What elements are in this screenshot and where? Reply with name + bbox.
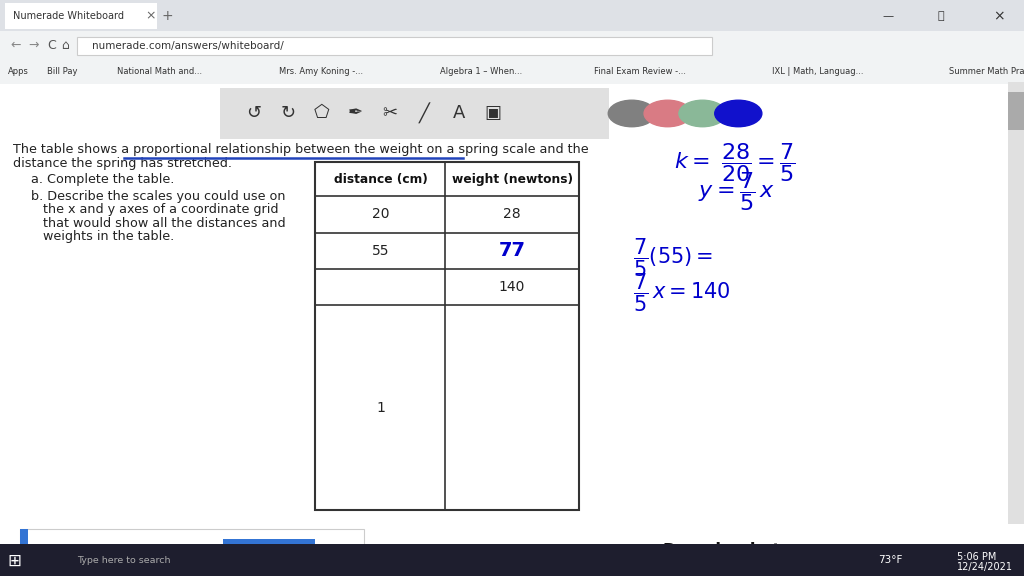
Text: ×: × <box>145 10 156 22</box>
Text: 55: 55 <box>372 244 389 258</box>
Bar <box>220 88 609 139</box>
Text: 140: 140 <box>499 280 525 294</box>
Text: National Math and...: National Math and... <box>117 67 202 76</box>
Text: $y=\dfrac{7}{5}\,x$: $y=\dfrac{7}{5}\,x$ <box>698 170 775 213</box>
Text: IXL | Math, Languag...: IXL | Math, Languag... <box>772 67 863 76</box>
Text: ×: × <box>993 9 1005 23</box>
Text: distance the spring has stretched.: distance the spring has stretched. <box>13 157 232 170</box>
Text: —: — <box>883 11 894 21</box>
Text: ⬠: ⬠ <box>313 104 330 123</box>
Text: weight (newtons): weight (newtons) <box>452 173 572 185</box>
Text: 5:06 PM: 5:06 PM <box>957 552 996 562</box>
Text: Apps: Apps <box>8 67 29 76</box>
Text: ╱: ╱ <box>419 103 429 124</box>
Text: Numerade Whiteboard: Numerade Whiteboard <box>13 11 124 21</box>
Text: 12/24/2021: 12/24/2021 <box>957 562 1014 573</box>
Text: distance (cm): distance (cm) <box>334 173 427 185</box>
Text: a. Complete the table.: a. Complete the table. <box>31 173 174 186</box>
Text: ↺: ↺ <box>247 104 261 123</box>
Text: weights in the table.: weights in the table. <box>31 230 174 243</box>
Text: 20: 20 <box>372 207 389 221</box>
Text: ✒: ✒ <box>348 104 362 123</box>
Text: Summer Math Pract...: Summer Math Pract... <box>949 67 1024 76</box>
Text: 77: 77 <box>499 241 525 260</box>
Bar <box>1008 92 1024 130</box>
Bar <box>20 529 364 570</box>
Text: +: + <box>162 9 173 23</box>
Circle shape <box>715 100 762 127</box>
Bar <box>223 539 315 563</box>
Text: Hide: Hide <box>326 545 352 558</box>
Text: 73°F: 73°F <box>879 555 903 566</box>
Text: Type here to search: Type here to search <box>77 556 170 565</box>
Bar <box>0 31 1024 60</box>
Text: The table shows a proportional relationship between the weight on a spring scale: The table shows a proportional relations… <box>13 143 589 156</box>
Text: the x and y axes of a coordinate grid: the x and y axes of a coordinate grid <box>31 203 279 217</box>
Text: numerade.com/answers/whiteboard/: numerade.com/answers/whiteboard/ <box>92 40 284 51</box>
Text: C: C <box>47 39 56 52</box>
Text: Algebra 1 – When...: Algebra 1 – When... <box>440 67 522 76</box>
Text: Bill Pay: Bill Pay <box>47 67 78 76</box>
Bar <box>0 0 1024 32</box>
Text: ⎕: ⎕ <box>938 11 944 21</box>
Text: ↻: ↻ <box>281 104 295 123</box>
Text: ←: ← <box>10 39 20 52</box>
Circle shape <box>679 100 726 127</box>
Text: ▣: ▣ <box>484 104 501 123</box>
Bar <box>0 59 1024 84</box>
Bar <box>5 3 157 29</box>
Text: ⌂: ⌂ <box>61 39 70 52</box>
Text: $\dfrac{7}{5}\,x=140$: $\dfrac{7}{5}\,x=140$ <box>633 271 730 314</box>
Bar <box>20 529 28 570</box>
Text: that would show all the distances and: that would show all the distances and <box>31 217 286 230</box>
Bar <box>1008 82 1024 524</box>
Text: →: → <box>29 39 39 52</box>
Bar <box>0 141 1008 525</box>
Text: b. Describe the scales you could use on: b. Describe the scales you could use on <box>31 190 286 203</box>
Text: www.numerade.com is sharing your screen.: www.numerade.com is sharing your screen. <box>36 544 265 555</box>
Bar <box>0 544 1024 576</box>
Text: 28: 28 <box>503 207 521 221</box>
Text: Stop sharing: Stop sharing <box>229 546 309 556</box>
Circle shape <box>644 100 691 127</box>
Text: $k=\ \dfrac{28}{20}=\dfrac{7}{5}$: $k=\ \dfrac{28}{20}=\dfrac{7}{5}$ <box>674 141 796 184</box>
Bar <box>315 162 579 510</box>
Text: Download at openupresources.org: Download at openupresources.org <box>663 542 986 560</box>
Text: ✂: ✂ <box>383 104 397 123</box>
Text: ⊞: ⊞ <box>7 551 22 570</box>
Circle shape <box>608 100 655 127</box>
Text: Final Exam Review -...: Final Exam Review -... <box>594 67 686 76</box>
Text: $\dfrac{7}{5}(55)=$: $\dfrac{7}{5}(55)=$ <box>633 237 713 279</box>
Bar <box>77 37 712 55</box>
Text: A: A <box>453 104 465 123</box>
Text: Mrs. Amy Koning -...: Mrs. Amy Koning -... <box>279 67 362 76</box>
Text: 1: 1 <box>376 400 385 415</box>
